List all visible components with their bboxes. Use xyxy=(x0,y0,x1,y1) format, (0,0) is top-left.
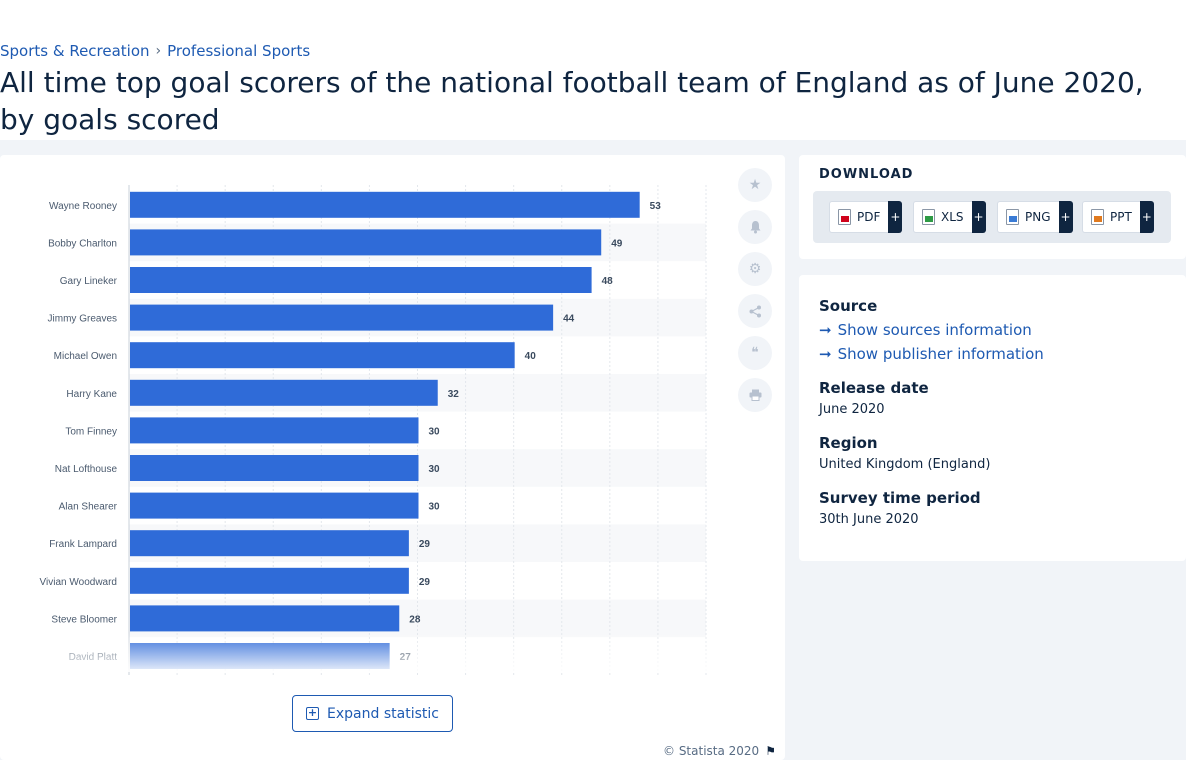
download-ppt-plus[interactable]: + xyxy=(1139,201,1154,233)
category-label: Jimmy Greaves xyxy=(48,314,117,325)
bar-nat-lofthouse[interactable] xyxy=(130,455,419,481)
download-png-label: PNG xyxy=(1025,210,1051,224)
bar-frank-lampard[interactable] xyxy=(130,530,409,557)
arrow-right-icon: ➞ xyxy=(819,321,832,339)
download-buttons-bar: PDF + XLS + PNG + PPT + xyxy=(813,191,1171,243)
bar-david-platt[interactable] xyxy=(130,643,390,669)
show-sources-link[interactable]: ➞ Show sources information xyxy=(819,321,1032,339)
download-xls-label: XLS xyxy=(941,210,964,224)
data-label: 30 xyxy=(429,464,441,475)
survey-period-label: Survey time period xyxy=(819,489,981,507)
bar-vivian-woodward[interactable] xyxy=(130,567,409,594)
png-file-icon xyxy=(1006,209,1019,225)
report-flag-icon[interactable]: ⚑ xyxy=(765,744,776,758)
expand-statistic-label: Expand statistic xyxy=(327,705,439,722)
quote-icon[interactable]: ❝ xyxy=(738,336,772,370)
expand-statistic-button[interactable]: + Expand statistic xyxy=(292,695,453,732)
bar-steve-bloomer[interactable] xyxy=(130,605,400,632)
show-publisher-link[interactable]: ➞ Show publisher information xyxy=(819,345,1044,363)
data-label: 29 xyxy=(419,577,431,588)
category-label: Michael Owen xyxy=(54,351,117,362)
data-label: 28 xyxy=(409,614,421,625)
release-date-value: June 2020 xyxy=(819,402,885,417)
expand-plus-icon: + xyxy=(306,706,320,720)
download-heading: DOWNLOAD xyxy=(819,167,914,182)
bar-tom-finney[interactable] xyxy=(130,417,419,444)
xls-file-icon xyxy=(922,209,935,225)
category-label: Nat Lofthouse xyxy=(55,464,118,475)
category-label: Gary Lineker xyxy=(60,276,118,287)
download-png-button[interactable]: PNG + xyxy=(997,201,1073,233)
bar-chart: Wayne Rooney 53 Bobby Charlton 49 Gary Linek… xyxy=(40,185,707,675)
category-label: Alan Shearer xyxy=(59,502,118,513)
show-publisher-label: Show publisher information xyxy=(837,345,1044,363)
share-icon[interactable] xyxy=(738,294,772,328)
data-label: 44 xyxy=(563,314,575,325)
download-ppt-label: PPT xyxy=(1110,210,1132,224)
bar-harry-kane[interactable] xyxy=(130,379,438,406)
category-label: Harry Kane xyxy=(66,389,117,400)
download-pdf-plus[interactable]: + xyxy=(888,201,903,233)
data-label: 53 xyxy=(650,201,662,212)
settings-gear-icon[interactable]: ⚙ xyxy=(738,252,772,286)
bar-gary-lineker[interactable] xyxy=(130,267,592,293)
release-date-label: Release date xyxy=(819,379,929,397)
breadcrumb-sports-recreation[interactable]: Sports & Recreation xyxy=(0,42,150,60)
copyright-text[interactable]: © Statista 2020 xyxy=(663,744,760,758)
arrow-right-icon: ➞ xyxy=(819,345,832,363)
chart-card: Wayne Rooney 53 Bobby Charlton 49 Gary Linek… xyxy=(0,155,785,760)
category-label: Bobby Charlton xyxy=(48,238,117,249)
download-panel: DOWNLOAD PDF + XLS + PNG + xyxy=(799,155,1186,259)
notification-bell-icon[interactable] xyxy=(738,210,772,244)
chart-tools: ★ ⚙ ❝ xyxy=(738,168,772,412)
show-sources-label: Show sources information xyxy=(837,321,1032,339)
data-label: 49 xyxy=(611,238,623,249)
data-label: 29 xyxy=(419,539,431,550)
breadcrumb: Sports & Recreation › Professional Sport… xyxy=(0,42,310,60)
category-label: David Platt xyxy=(69,652,118,663)
bar-jimmy-greaves[interactable] xyxy=(130,304,554,331)
data-label: 30 xyxy=(429,502,441,513)
category-label: Frank Lampard xyxy=(49,539,117,550)
download-xls-plus[interactable]: + xyxy=(971,201,986,233)
region-label: Region xyxy=(819,434,878,452)
print-icon[interactable] xyxy=(738,378,772,412)
category-label: Tom Finney xyxy=(65,426,117,437)
download-pdf-label: PDF xyxy=(857,210,881,224)
breadcrumb-professional-sports[interactable]: Professional Sports xyxy=(167,42,311,60)
download-pdf-button[interactable]: PDF + xyxy=(829,201,903,233)
statistic-info-panel: Source ➞ Show sources information ➞ Show… xyxy=(799,275,1186,561)
page-title: All time top goal scorers of the nationa… xyxy=(0,66,1144,136)
category-label: Wayne Rooney xyxy=(49,201,117,212)
bar-michael-owen[interactable] xyxy=(130,342,515,369)
data-label: 27 xyxy=(400,652,412,663)
category-label: Steve Bloomer xyxy=(51,614,117,625)
pdf-file-icon xyxy=(838,209,851,225)
source-label: Source xyxy=(819,297,878,315)
data-label: 40 xyxy=(525,351,537,362)
copyright: © Statista 2020 ⚑ xyxy=(663,744,776,758)
breadcrumb-separator: › xyxy=(155,43,162,59)
bar-alan-shearer[interactable] xyxy=(130,492,419,519)
favorite-star-icon[interactable]: ★ xyxy=(738,168,772,202)
category-label: Vivian Woodward xyxy=(40,577,117,588)
header-background xyxy=(0,0,1186,140)
download-xls-button[interactable]: XLS + xyxy=(913,201,986,233)
download-ppt-button[interactable]: PPT + xyxy=(1082,201,1154,233)
survey-period-value: 30th June 2020 xyxy=(819,512,919,527)
data-label: 30 xyxy=(429,426,441,437)
data-label: 48 xyxy=(602,276,614,287)
ppt-file-icon xyxy=(1091,209,1104,225)
bar-wayne-rooney[interactable] xyxy=(130,191,640,218)
bar-bobby-charlton[interactable] xyxy=(130,229,602,256)
region-value: United Kingdom (England) xyxy=(819,457,991,472)
download-png-plus[interactable]: + xyxy=(1058,201,1073,233)
data-label: 32 xyxy=(448,389,460,400)
